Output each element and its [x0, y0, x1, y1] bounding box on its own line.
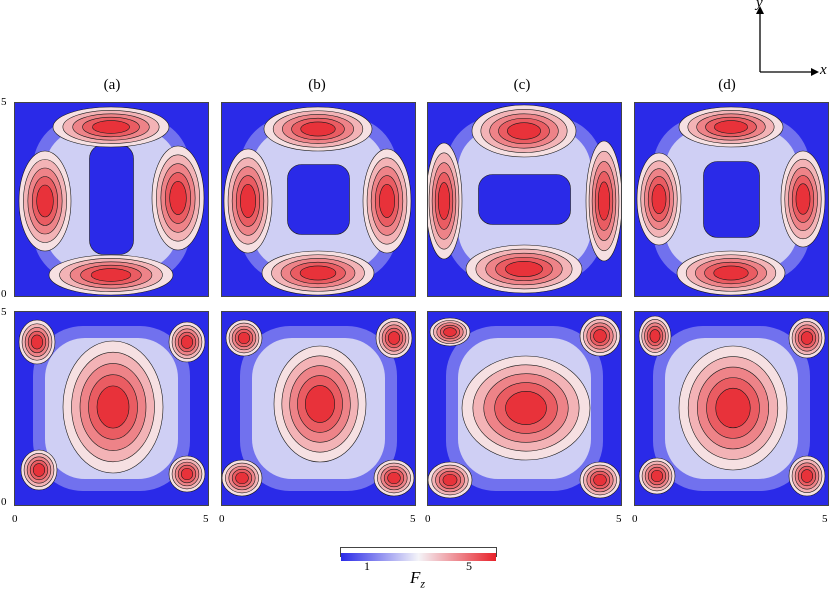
y-tick-top-row-max: 5 — [1, 96, 7, 108]
x-tick-d-max: 5 — [822, 513, 828, 525]
heatmap-b-top-lobe-2-level-4 — [240, 184, 256, 218]
x-tick-c-max: 5 — [616, 513, 622, 525]
heatmap-b-top-lobe-1-level-4 — [299, 265, 337, 281]
heatmap-a-top-lobe-2-level-4 — [36, 184, 54, 218]
heatmap-c-bottom-lobe-2-level-4 — [442, 473, 458, 487]
heatmap-panel-c-bottom — [427, 311, 622, 506]
heatmap-c-top-center-low — [478, 174, 571, 225]
heatmap-b-bottom-lobe-4-level-4 — [304, 385, 336, 423]
heatmap-a-bottom-lobe-1-level-4 — [180, 335, 194, 349]
heatmap-c-top-svg — [428, 103, 621, 296]
x-tick-c-min: 0 — [425, 513, 431, 525]
x-tick-b-max: 5 — [410, 513, 416, 525]
heatmap-b-top-lobe-3-level-4 — [379, 184, 395, 218]
heatmap-panel-d-bottom — [634, 311, 829, 506]
heatmap-a-bottom-lobe-4-level-4 — [96, 385, 130, 429]
quantity-symbol: F — [410, 568, 421, 587]
heatmap-c-bottom-lobe-0-level-4 — [443, 327, 457, 337]
colorbar-tick-low: 1 — [364, 559, 370, 573]
heatmap-c-bottom-lobe-3-level-4 — [593, 473, 607, 487]
heatmap-d-bottom-lobe-1-level-4 — [800, 331, 814, 345]
heatmap-a-top-center-low — [89, 144, 134, 255]
heatmap-d-top-lobe-0-level-4 — [714, 120, 748, 134]
heatmap-a-top-svg — [15, 103, 208, 296]
heatmap-b-bottom-lobe-2-level-4 — [235, 471, 249, 485]
quantity-subscript: z — [420, 576, 426, 591]
heatmap-a-bottom-svg — [15, 312, 208, 505]
heatmap-b-top-svg — [222, 103, 415, 296]
heatmap-d-top-svg — [635, 103, 828, 296]
y-tick-bottom-row-min: 0 — [1, 496, 7, 508]
heatmap-d-top-lobe-3-level-4 — [795, 183, 811, 215]
heatmap-panel-b-top — [221, 102, 416, 297]
heatmap-c-bottom-lobe-1-level-4 — [593, 329, 607, 343]
heatmap-c-top-lobe-3-level-4 — [597, 181, 611, 221]
heatmap-panel-b-bottom — [221, 311, 416, 506]
heatmap-d-bottom-lobe-0-level-4 — [649, 329, 661, 343]
y-tick-top-row-min: 0 — [1, 288, 7, 300]
heatmap-c-top-lobe-0-level-4 — [507, 122, 541, 140]
heatmap-d-top-lobe-1-level-4 — [713, 265, 749, 281]
x-tick-d-min: 0 — [632, 513, 638, 525]
heatmap-d-bottom-lobe-3-level-4 — [800, 469, 814, 483]
heatmap-a-bottom-lobe-3-level-4 — [180, 467, 194, 481]
heatmap-a-bottom-lobe-2-level-4 — [32, 463, 46, 477]
heatmap-b-bottom-lobe-0-level-4 — [237, 331, 251, 345]
colorbar-quantity-label: Fz — [410, 568, 425, 591]
heatmap-c-top-lobe-2-level-4 — [437, 182, 451, 220]
heatmap-d-bottom-lobe-4-level-4 — [715, 387, 751, 429]
heatmap-d-bottom-lobe-2-level-4 — [650, 469, 664, 483]
heatmap-d-top-lobe-2-level-4 — [651, 183, 667, 215]
heatmap-panel-a-bottom — [14, 311, 209, 506]
heatmap-a-top-lobe-0-level-4 — [92, 120, 130, 134]
panel-label-d: (d) — [718, 77, 736, 93]
heatmap-c-top-lobe-1-level-4 — [505, 261, 543, 277]
heatmap-a-top-lobe-3-level-4 — [169, 181, 187, 215]
x-tick-a-max: 5 — [203, 513, 209, 525]
heatmap-b-top-lobe-0-level-4 — [300, 121, 336, 137]
axis-arrows — [756, 6, 819, 76]
x-tick-b-min: 0 — [219, 513, 225, 525]
y-tick-bottom-row-max: 5 — [1, 306, 7, 318]
colorbar-tick-high: 5 — [466, 559, 472, 573]
heatmap-b-bottom-lobe-1-level-4 — [387, 331, 401, 345]
heatmap-a-top-lobe-1-level-4 — [90, 268, 132, 282]
heatmap-b-bottom-svg — [222, 312, 415, 505]
colorbar — [340, 547, 497, 561]
heatmap-d-bottom-svg — [635, 312, 828, 505]
colorbar-gradient — [341, 553, 496, 561]
heatmap-a-bottom-lobe-0-level-4 — [30, 334, 44, 350]
heatmap-c-bottom-lobe-4-level-4 — [505, 391, 547, 425]
heatmap-b-bottom-lobe-3-level-4 — [387, 471, 401, 485]
x-axis-letter: x — [820, 62, 827, 78]
heatmap-panel-c-top — [427, 102, 622, 297]
heatmap-panel-a-top — [14, 102, 209, 297]
heatmap-panel-d-top — [634, 102, 829, 297]
axis-indicator: y x — [745, 0, 830, 85]
heatmap-b-top-center-low — [287, 164, 350, 235]
y-axis-letter: y — [756, 0, 763, 11]
heatmap-c-bottom-svg — [428, 312, 621, 505]
panel-label-a: (a) — [103, 77, 121, 93]
panel-label-b: (b) — [308, 77, 326, 93]
panel-label-c: (c) — [513, 77, 531, 93]
x-tick-a-min: 0 — [12, 513, 18, 525]
heatmap-d-top-center-low — [703, 161, 760, 238]
